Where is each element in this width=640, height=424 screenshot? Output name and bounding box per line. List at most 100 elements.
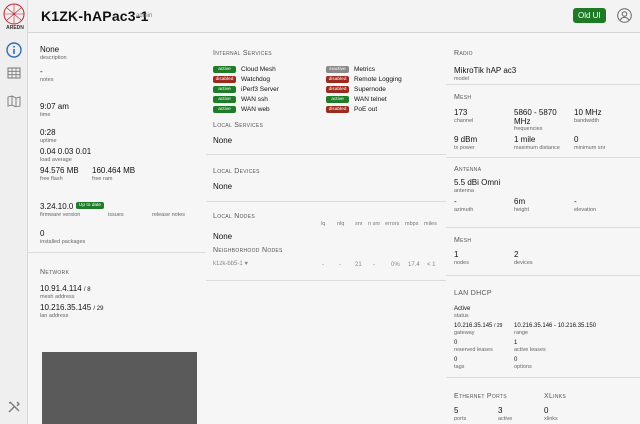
- load-value: 0.04 0.03 0.01: [40, 147, 92, 156]
- neighbor-name[interactable]: k1zk-bb5-1 ♥: [213, 261, 248, 267]
- map-panel: [42, 352, 197, 424]
- service-badge: active: [213, 96, 236, 103]
- network-heading: Network: [40, 269, 70, 276]
- general-column: None description - notes 9:07 am time 0:…: [28, 33, 206, 424]
- dhcp-status-label: status: [454, 313, 469, 319]
- local-devices-value: None: [213, 182, 233, 191]
- antenna-heading: Antenna: [454, 166, 482, 173]
- mesh-address-label: mesh address: [40, 294, 75, 300]
- col-errors: errors: [385, 221, 400, 227]
- lan-address-ip: 10.216.35.145: [40, 303, 92, 312]
- info-icon[interactable]: [5, 41, 23, 59]
- mesh-counts-heading: Mesh: [454, 237, 472, 244]
- flash-value: 94.576 MB: [40, 166, 79, 175]
- internal-services-heading: Internal Services: [213, 50, 272, 57]
- ports-value: 5: [454, 406, 459, 415]
- model-value: MikroTik hAP ac3: [454, 66, 517, 75]
- dhcp-status-value: Active: [454, 306, 471, 312]
- service-badge: active: [213, 86, 236, 93]
- service-name: Watchdog: [241, 76, 271, 83]
- release-notes-link[interactable]: release notes: [152, 212, 186, 218]
- min-snr-label: minimum snr: [574, 145, 606, 151]
- mesh-address-mask: / 8: [83, 287, 91, 293]
- uptime-label: uptime: [40, 138, 57, 144]
- notes-value: -: [40, 67, 43, 76]
- service-name: Remote Logging: [354, 76, 402, 83]
- service-badge: disabled: [213, 76, 236, 83]
- top-bar: K1ZK-hAPac3-1 admin Old UI: [28, 0, 640, 33]
- general-section: None description - notes 9:07 am time 0:…: [28, 33, 206, 253]
- devices-value: 2: [514, 250, 519, 259]
- left-sidebar: AREDN: [0, 0, 28, 424]
- active-leases-value: 1: [514, 340, 518, 346]
- service-name: PoE out: [354, 106, 378, 113]
- mesh-radio-section: Mesh 173 channel 5860 - 5870 MHz frequen…: [446, 85, 640, 158]
- service-name: Supernode: [354, 86, 386, 93]
- local-nodes-heading: Local Nodes: [213, 213, 255, 220]
- mesh-address-ip: 10.91.4.114: [40, 284, 82, 293]
- col-lq: lq: [321, 221, 326, 227]
- antenna-label: antenna: [454, 188, 474, 194]
- service-badge: active: [326, 96, 349, 103]
- tags-value: 0: [454, 357, 458, 363]
- packages-label: installed packages: [40, 239, 86, 245]
- aredn-logo-icon[interactable]: AREDN: [2, 2, 26, 32]
- bandwidth-value: 10 MHz: [574, 108, 602, 117]
- local-nodes-section: Local Nodes lq nlq snr n snr errors mbps…: [206, 202, 446, 281]
- neighbor-lq: -: [322, 262, 324, 268]
- antenna-value: 5.5 dBi Omni: [454, 178, 501, 187]
- service-name: WAN ssh: [241, 96, 268, 103]
- txpower-value: 9 dBm: [454, 135, 478, 144]
- packages-value: 0: [40, 229, 45, 238]
- local-devices-section: Local Devices None: [206, 155, 446, 202]
- col-snr: snr: [355, 221, 363, 227]
- ethernet-heading: Ethernet Ports: [454, 393, 507, 400]
- gateway-value: 10.216.35.145 / 29: [454, 323, 502, 329]
- height-value: 6m: [514, 197, 526, 206]
- nodes-value: 1: [454, 250, 459, 259]
- channel-label: channel: [454, 118, 474, 124]
- uptime-value: 0:28: [40, 128, 56, 137]
- service-badge: active: [213, 106, 236, 113]
- elevation-label: elevation: [574, 207, 597, 213]
- options-label: options: [514, 364, 532, 370]
- lan-dhcp-section: LAN DHCP Active status 10.216.35.145 / 2…: [446, 276, 640, 378]
- model-label: model: [454, 76, 469, 82]
- channel-value: 173: [454, 108, 468, 117]
- azimuth-value: -: [454, 197, 457, 206]
- local-services-heading: Local Services: [213, 122, 264, 129]
- distance-value: 1 mile: [514, 135, 536, 144]
- local-services-value: None: [213, 136, 233, 145]
- xlinks-label: xlinks: [544, 416, 558, 422]
- lan-address-label: lan address: [40, 313, 69, 319]
- tools-icon[interactable]: [5, 398, 23, 416]
- ram-value: 160.464 MB: [92, 166, 136, 175]
- service-badge: active: [213, 66, 236, 73]
- neighbor-miles: < 1: [427, 262, 436, 268]
- frequencies-value: 5860 - 5870 MHz: [514, 108, 557, 126]
- map-icon[interactable]: [5, 92, 23, 110]
- active-leases-label: active leases: [514, 347, 546, 353]
- service-name: WAN web: [241, 106, 270, 113]
- gateway-label: gateway: [454, 330, 475, 336]
- neighbor-errors: 0%: [391, 262, 400, 268]
- internal-services-section: Internal Services active Cloud Mesh disa…: [206, 33, 446, 155]
- neighbor-link[interactable]: k1zk-bb5-1: [213, 261, 243, 267]
- active-ports-label: active: [498, 416, 513, 422]
- service-badge: disabled: [326, 106, 349, 113]
- devices-label: devices: [514, 260, 533, 266]
- distance-label: maximum distance: [514, 145, 560, 151]
- firmware-value: 3.24.10.0: [40, 202, 74, 211]
- service-badge: inactive: [326, 66, 349, 73]
- user-icon[interactable]: [617, 8, 632, 23]
- range-label: range: [514, 330, 529, 336]
- reserved-value: 0: [454, 340, 458, 346]
- old-ui-button[interactable]: Old UI: [573, 8, 606, 23]
- neighbor-mbps: 17.4: [408, 262, 420, 268]
- firmware-label: firmware version: [40, 212, 81, 218]
- radio-section: Radio MikroTik hAP ac3 model: [446, 33, 640, 85]
- issues-link[interactable]: issues: [108, 212, 124, 218]
- local-nodes-value: None: [213, 232, 233, 241]
- grid-icon[interactable]: [5, 64, 23, 82]
- time-label: time: [40, 112, 51, 118]
